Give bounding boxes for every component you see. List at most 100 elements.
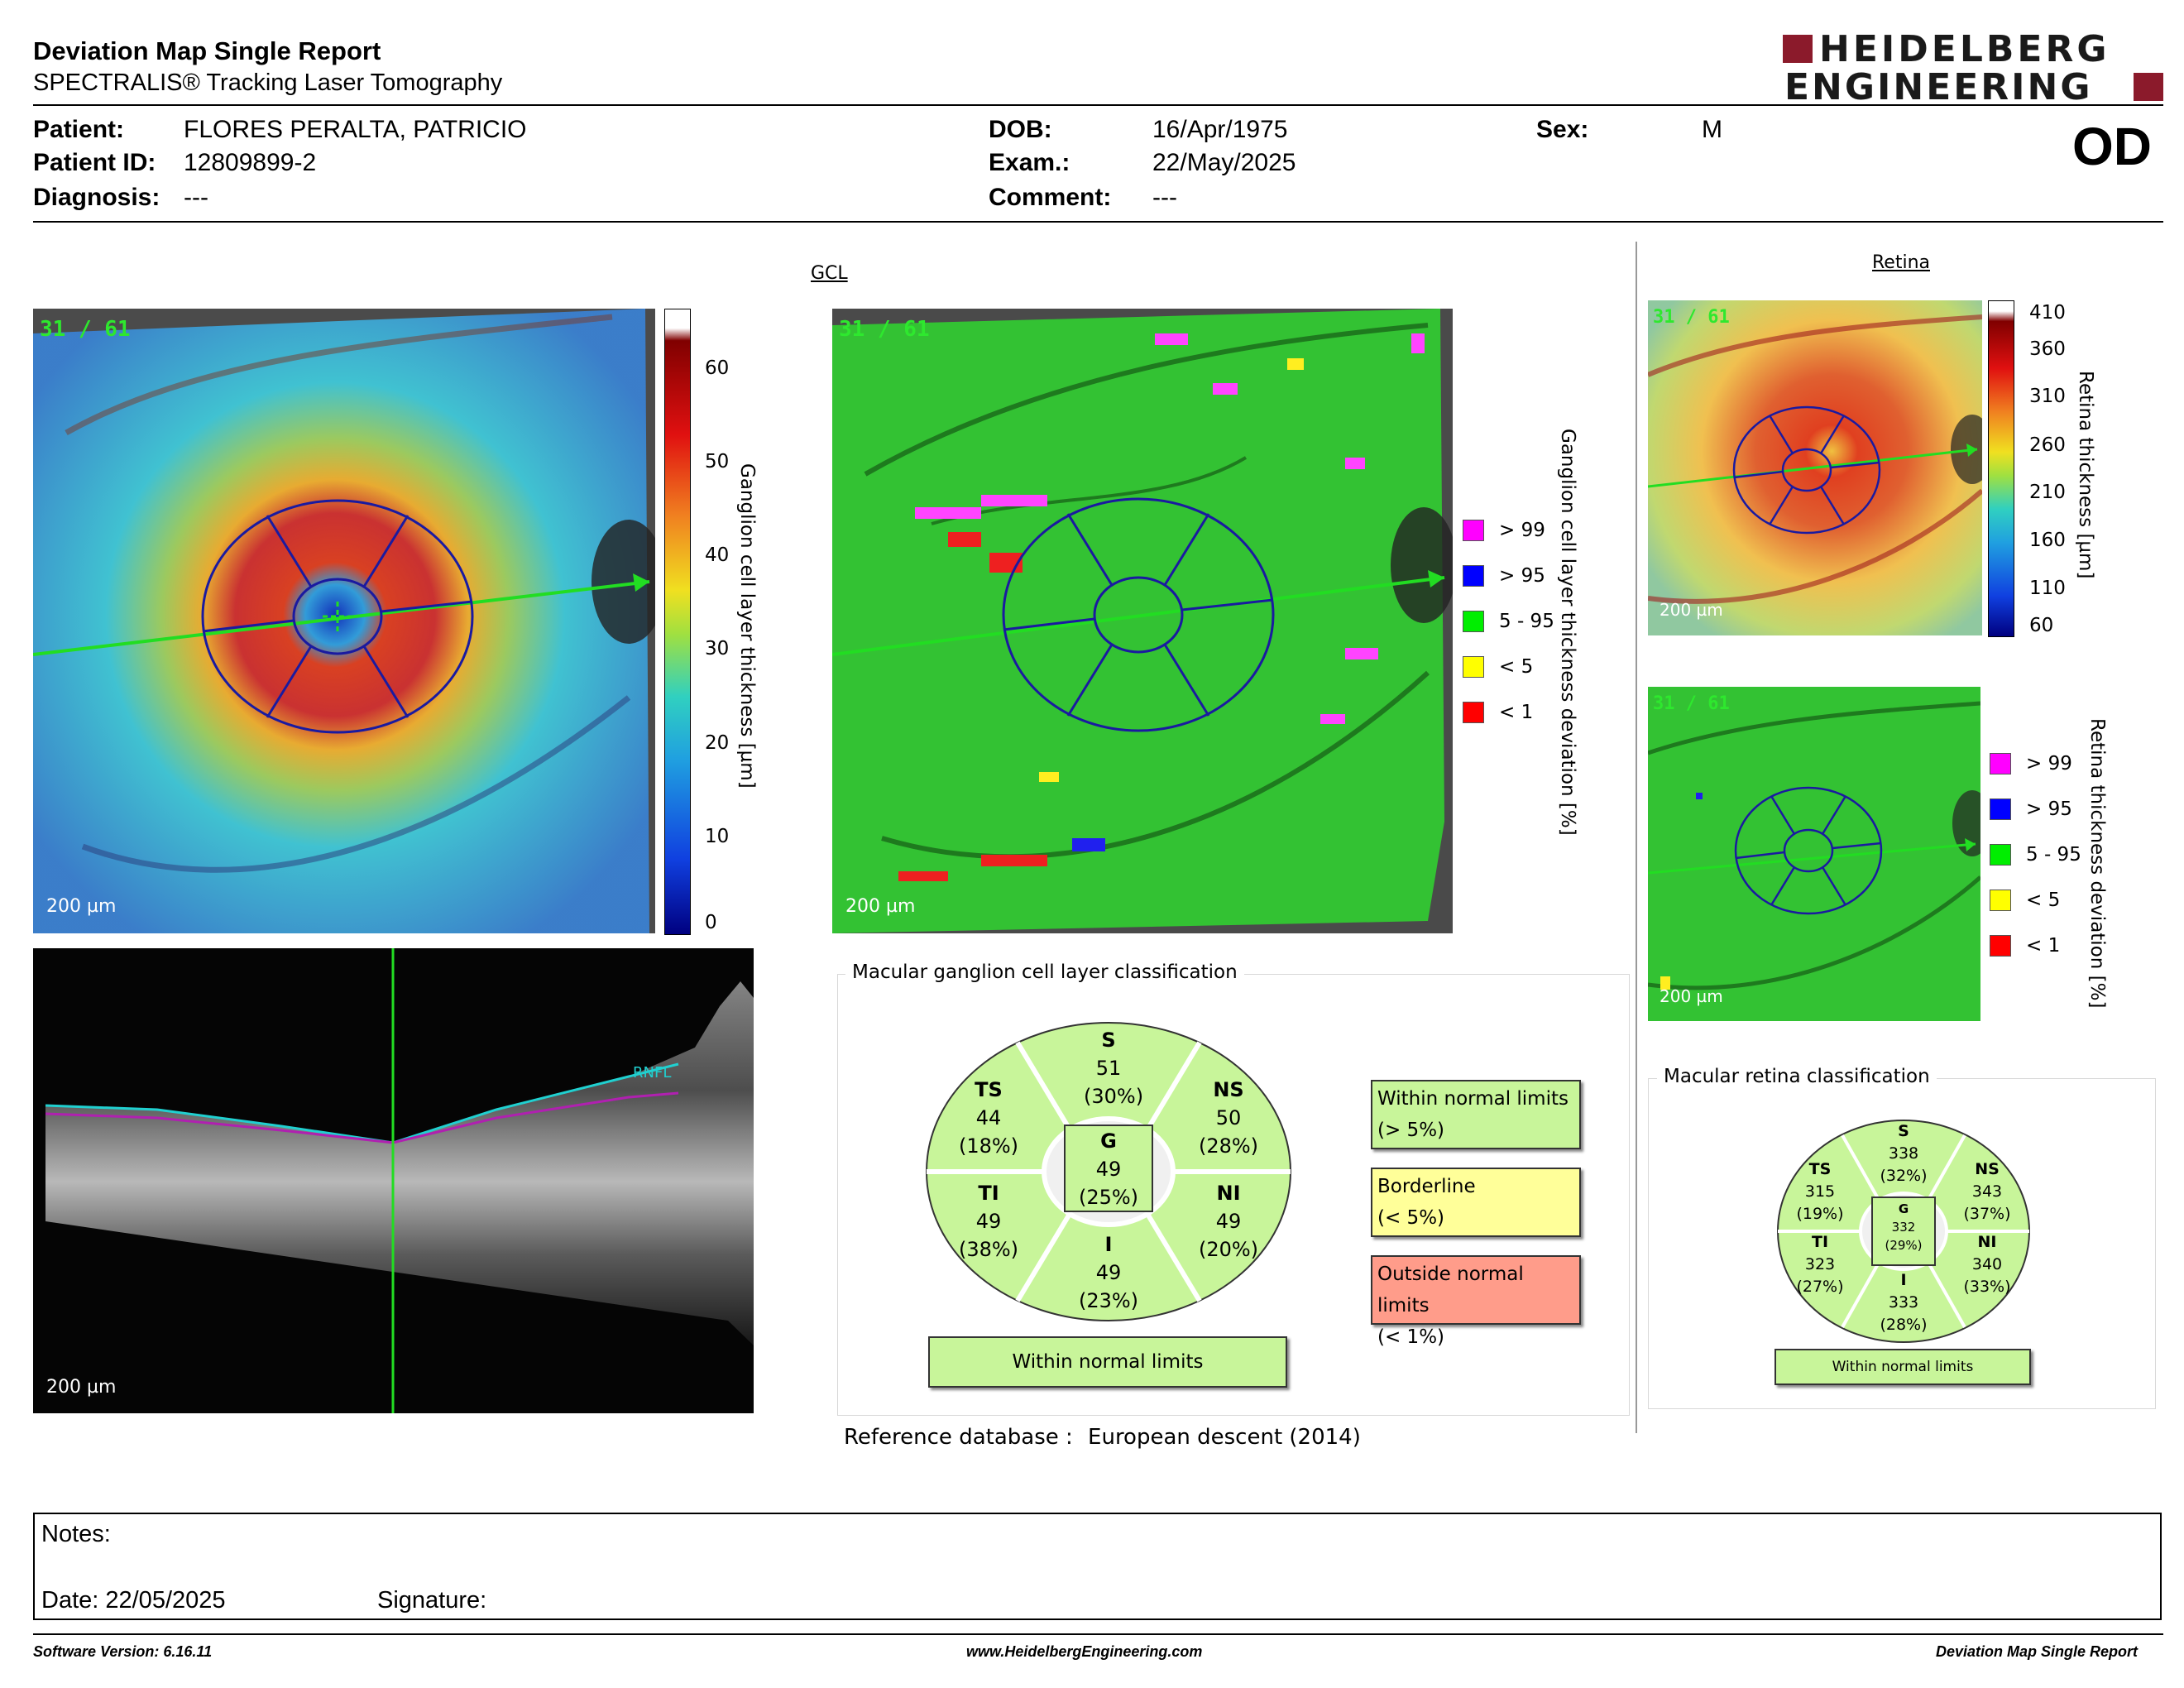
gcl-scan-fraction: 31 / 61	[40, 317, 131, 342]
gcl-legend-item: > 95	[1463, 565, 1545, 587]
legend-swatch-magenta	[1463, 520, 1484, 541]
retina-dev-scale-bar: 200 µm	[1660, 986, 1723, 1006]
key-borderline: Borderline (< 5%)	[1371, 1168, 1581, 1237]
gcl-legend-item: < 1	[1463, 702, 1533, 723]
gcl-sector-ns: NS 50 (28%)	[1198, 1078, 1259, 1158]
footer-software-version: Software Version: 6.16.11	[33, 1643, 213, 1660]
retina-overall-result: Within normal limits	[1774, 1349, 2031, 1385]
gcl-scale-bar: 200 µm	[46, 896, 117, 917]
gcl-deviation-title: Ganglion cell layer thickness deviation …	[1557, 429, 1578, 836]
notes-box[interactable]: Notes: Date: 22/05/2025 Signature:	[33, 1513, 2162, 1620]
reference-database: Reference database : European descent (2…	[844, 1425, 1361, 1450]
exam-label: Exam.:	[989, 149, 1070, 176]
retina-sector-s: S 338 (32%)	[1880, 1122, 1928, 1185]
patient-id-value: 12809899-2	[184, 149, 317, 176]
gcl-thickness-colorbar	[664, 309, 691, 935]
retina-section-title: Retina	[1872, 252, 1930, 273]
logo-text-line1: HEIDELBERG	[1819, 28, 2110, 70]
notes-label: Notes:	[41, 1521, 111, 1547]
patient-label: Patient:	[33, 116, 125, 143]
retina-colorbar-tick: 360	[2029, 338, 2066, 360]
gcl-colorbar-tick: 50	[705, 451, 730, 472]
retina-colorbar-tick: 410	[2029, 302, 2066, 324]
report-subtitle: SPECTRALIS® Tracking Laser Tomography	[33, 70, 503, 96]
retina-colorbar-tick: 310	[2029, 386, 2066, 407]
retina-sector-ns: NS 343 (37%)	[1963, 1160, 2011, 1223]
retina-sector-ts: TS 315 (19%)	[1796, 1160, 1844, 1223]
reference-value: European descent (2014)	[1088, 1425, 1361, 1450]
gcl-colorbar-tick: 0	[705, 912, 717, 933]
gcl-sector-s: S 51 (30%)	[1084, 1029, 1144, 1108]
gcl-legend-item: > 99	[1463, 520, 1545, 541]
legend-swatch-yellow	[1463, 656, 1484, 678]
sex-value: M	[1702, 116, 1722, 143]
dob-value: 16/Apr/1975	[1152, 116, 1288, 143]
retina-legend-item: > 95	[1990, 798, 2072, 820]
gcl-dev-scale-bar: 200 µm	[845, 896, 916, 917]
footer-website[interactable]: www.HeidelbergEngineering.com	[966, 1643, 1203, 1660]
legend-swatch-red	[1463, 702, 1484, 723]
notes-date: Date: 22/05/2025	[41, 1587, 226, 1614]
retina-sector-ni: NI 340 (33%)	[1963, 1233, 2011, 1296]
gcl-colorbar-tick: 60	[705, 357, 730, 379]
patient-name: FLORES PERALTA, PATRICIO	[184, 116, 527, 143]
legend-swatch-green	[1463, 611, 1484, 632]
gcl-thickness-map[interactable]: 31 / 61 200 µm	[33, 309, 655, 933]
retina-sector-ti: TI 323 (27%)	[1796, 1233, 1844, 1296]
retina-sector-g: G 332 (29%)	[1885, 1201, 1923, 1253]
diagnosis-label: Diagnosis:	[33, 184, 160, 211]
retina-legend-item: < 5	[1990, 890, 2060, 911]
heidelberg-logo: HEIDELBERG ENGINEERING	[1783, 28, 2163, 108]
oct-bscan[interactable]: RNFL 200 µm	[33, 948, 754, 1413]
eye-indicator: OD	[2072, 117, 2152, 176]
gcl-legend-item: 5 - 95	[1463, 611, 1554, 632]
reference-label: Reference database :	[844, 1425, 1073, 1450]
gcl-sector-ni: NI 49 (20%)	[1198, 1182, 1259, 1261]
retina-colorbar-title: Retina thickness [µm]	[2075, 371, 2096, 579]
retina-colorbar-tick: 110	[2029, 578, 2066, 599]
retina-scan-fraction: 31 / 61	[1653, 307, 1730, 328]
gcl-dev-scan-fraction: 31 / 61	[839, 317, 930, 342]
gcl-sector-g: G 49 (25%)	[1078, 1129, 1139, 1209]
retina-deviation-map[interactable]: 31 / 61 200 µm	[1648, 687, 1980, 1021]
retina-deviation-title: Retina thickness deviation [%]	[2086, 718, 2108, 1009]
exam-value: 22/May/2025	[1152, 149, 1296, 176]
legend-swatch-red	[1990, 935, 2011, 957]
legend-swatch-blue	[1990, 798, 2011, 820]
retina-legend-item: < 1	[1990, 935, 2060, 957]
retina-classification-title: Macular retina classification	[1657, 1066, 1937, 1087]
gcl-sector-ts: TS 44 (18%)	[958, 1078, 1019, 1158]
retina-thickness-map[interactable]: 31 / 61 200 µm	[1648, 300, 1982, 635]
patient-id-label: Patient ID:	[33, 149, 156, 176]
bscan-layer-label: RNFL	[633, 1064, 672, 1081]
gcl-classification-title: Macular ganglion cell layer classificati…	[845, 961, 1244, 983]
retina-legend-item: 5 - 95	[1990, 844, 2081, 866]
key-within-normal: Within normal limits (> 5%)	[1371, 1080, 1581, 1149]
retina-sector-diagram: S 338 (32%) TS 315 (19%) NS 343 (37%) G …	[1774, 1117, 2033, 1345]
gcl-colorbar-tick: 20	[705, 732, 730, 754]
gcl-deviation-map[interactable]: 31 / 61 200 µm	[832, 309, 1453, 933]
retina-scale-bar: 200 µm	[1660, 600, 1723, 620]
retina-dev-scan-fraction: 31 / 61	[1653, 693, 1730, 714]
comment-value: ---	[1152, 184, 1177, 211]
retina-legend-item: > 99	[1990, 753, 2072, 774]
gcl-section-title: GCL	[811, 263, 848, 284]
diagnosis-value: ---	[184, 184, 208, 211]
legend-swatch-magenta	[1990, 753, 2011, 774]
bscan-scale-bar: 200 µm	[46, 1377, 117, 1398]
retina-colorbar-tick: 260	[2029, 434, 2066, 456]
gcl-sector-diagram: S 51 (30%) TS 44 (18%) NS 50 (28%) G 49 …	[922, 1019, 1295, 1324]
legend-swatch-green	[1990, 844, 2011, 866]
legend-swatch-blue	[1463, 565, 1484, 587]
gcl-colorbar-tick: 10	[705, 826, 730, 847]
gcl-colorbar-tick: 40	[705, 544, 730, 566]
report-title: Deviation Map Single Report	[33, 36, 381, 65]
retina-thickness-colorbar	[1988, 300, 2014, 637]
retina-sector-i: I 333 (28%)	[1880, 1271, 1928, 1334]
logo-text-line2: ENGINEERING	[1784, 66, 2093, 108]
dob-label: DOB:	[989, 116, 1052, 143]
gcl-colorbar-title: Ganglion cell layer thickness [µm]	[736, 463, 758, 789]
key-outside-normal: Outside normal limits (< 1%)	[1371, 1255, 1581, 1348]
gcl-colorbar-tick: 30	[705, 638, 730, 659]
gcl-legend-item: < 5	[1463, 656, 1533, 678]
